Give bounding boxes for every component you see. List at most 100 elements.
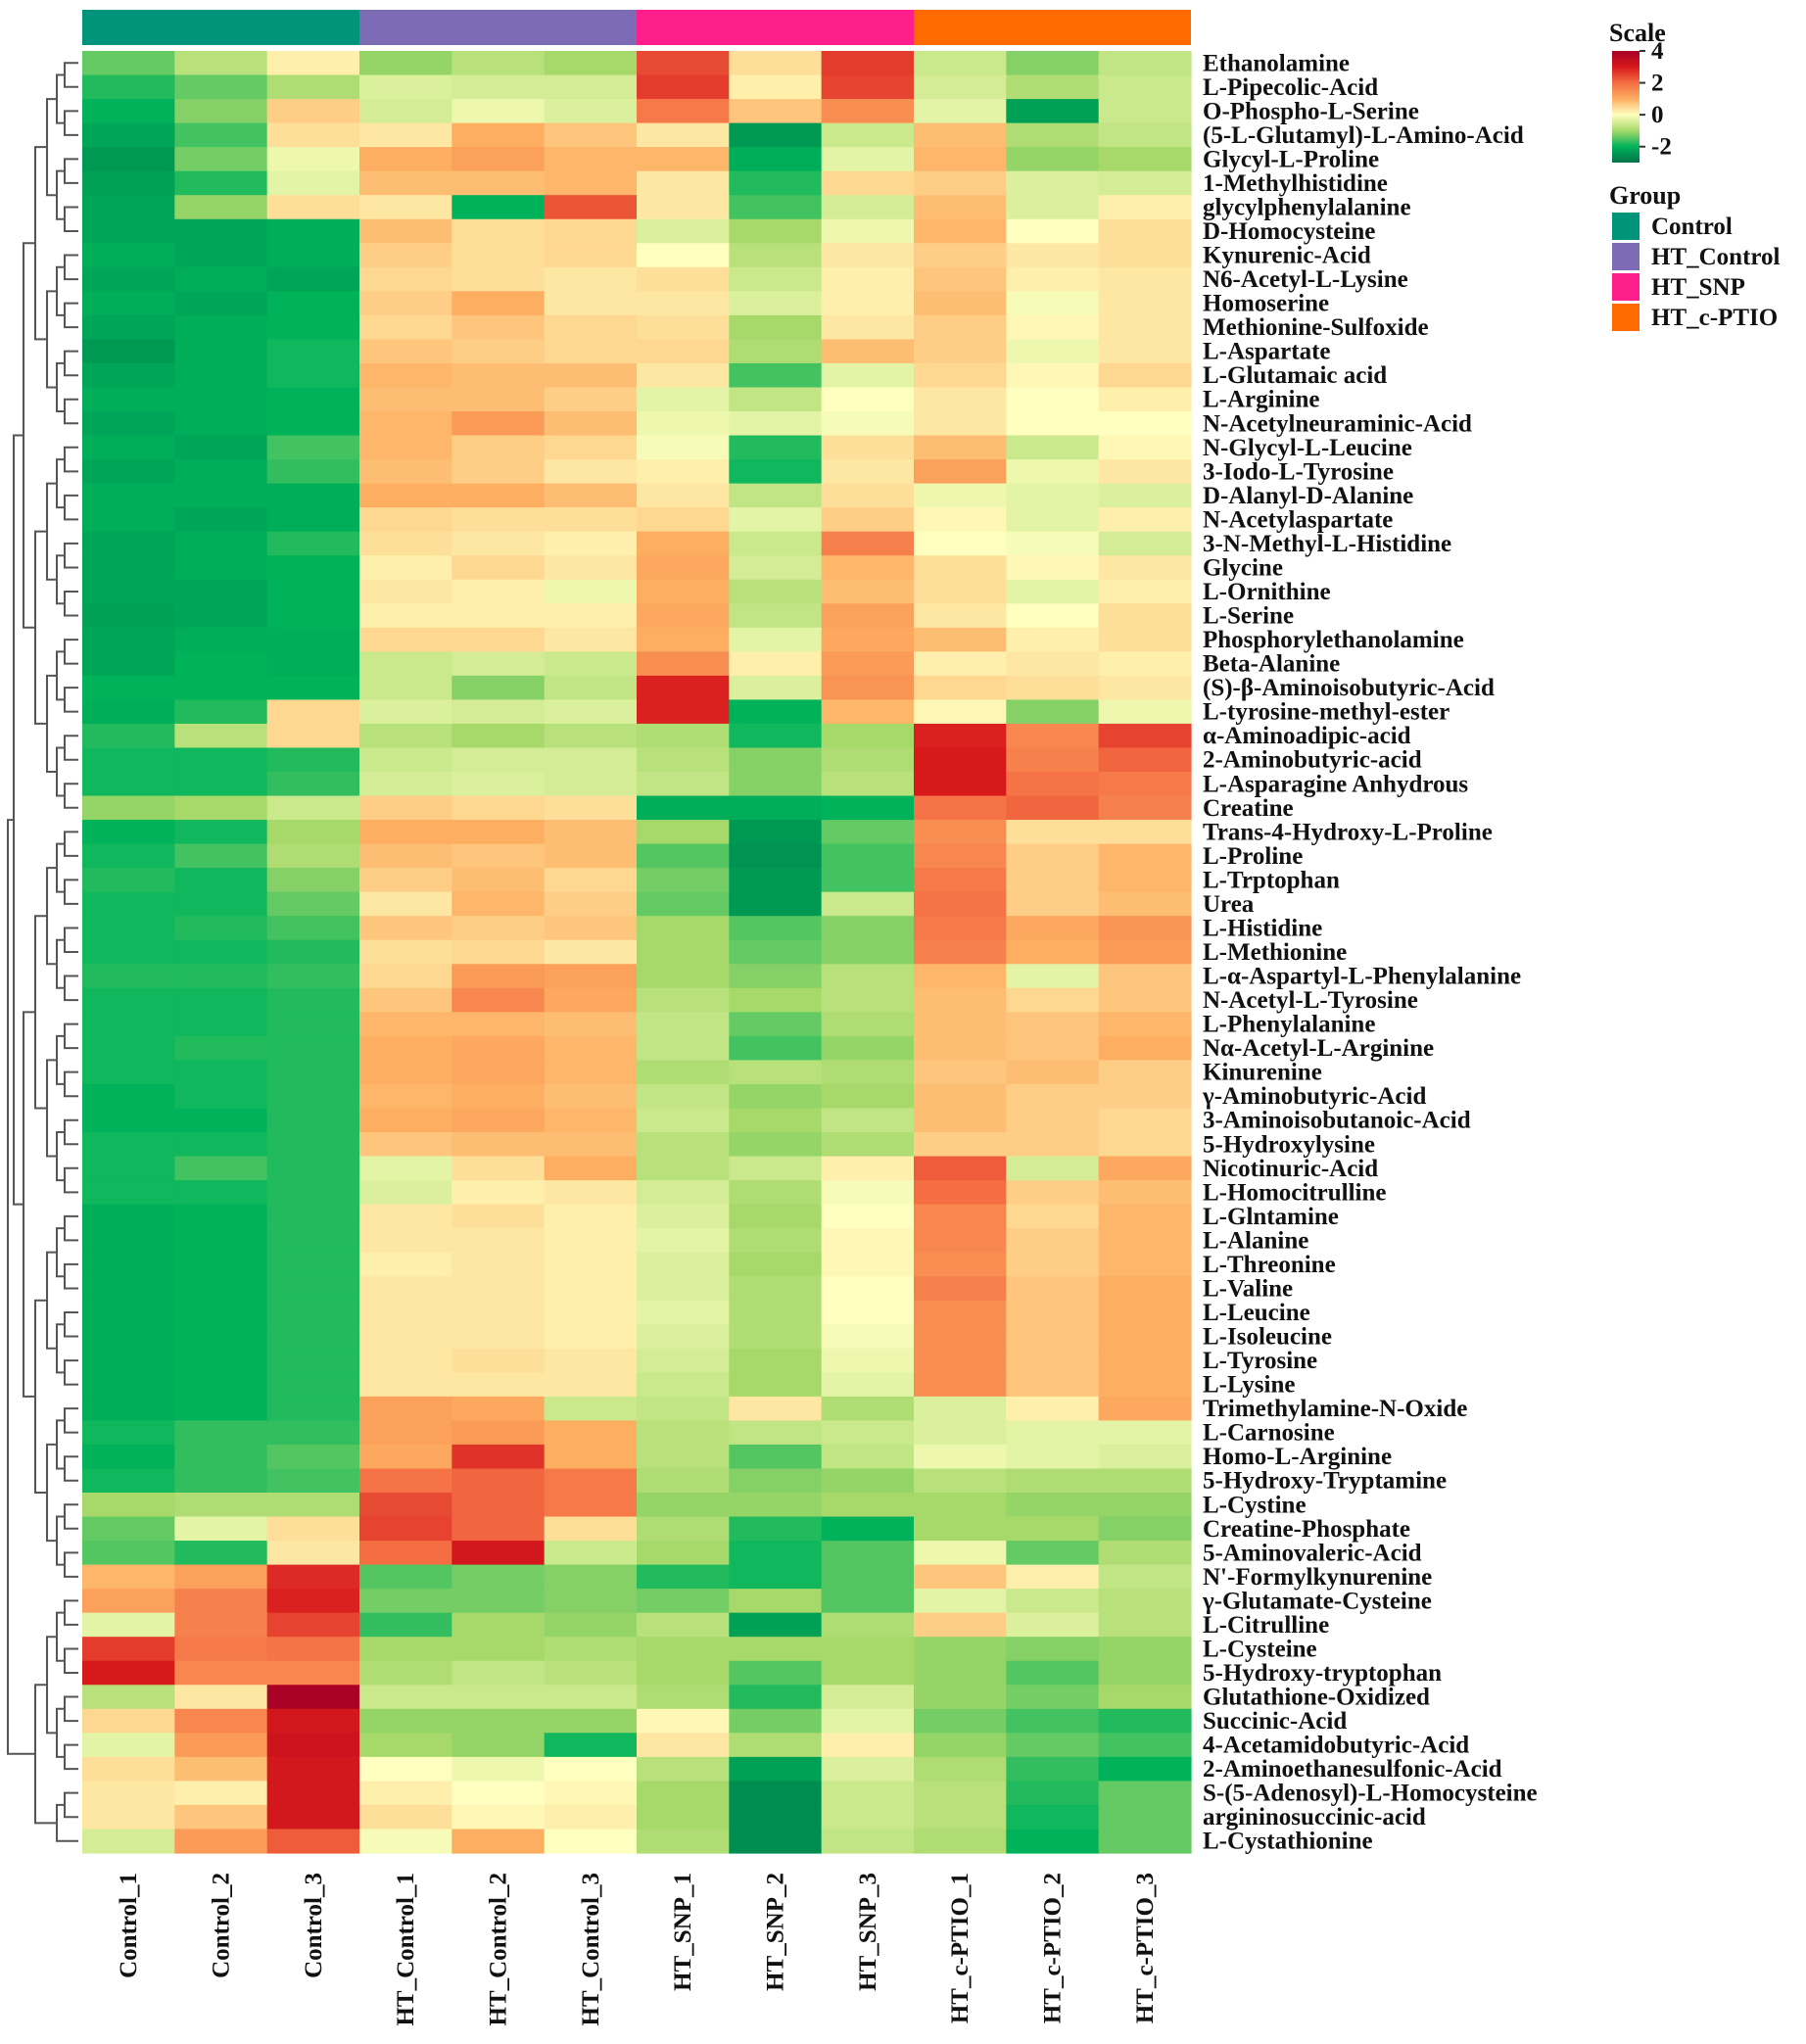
heatmap-cell bbox=[1006, 1204, 1100, 1229]
heatmap-cell bbox=[729, 1324, 823, 1350]
heatmap-cell bbox=[1006, 747, 1100, 773]
heatmap-cell bbox=[914, 1060, 1007, 1085]
heatmap-cell bbox=[1006, 1660, 1100, 1686]
heatmap-cell bbox=[821, 1060, 915, 1085]
heatmap-cell bbox=[914, 1083, 1007, 1110]
row-label: L-Phenylalanine bbox=[1203, 1012, 1375, 1038]
heatmap-cell bbox=[544, 795, 638, 821]
heatmap-cell bbox=[637, 1204, 730, 1229]
heatmap-cell bbox=[1006, 964, 1100, 989]
heatmap-cell bbox=[544, 916, 638, 941]
heatmap-cell bbox=[1006, 266, 1100, 292]
row-label: 3-N-Methyl-L-Histidine bbox=[1203, 531, 1451, 557]
heatmap-cell bbox=[452, 459, 546, 485]
heatmap-cell bbox=[821, 1733, 915, 1758]
heatmap-cell bbox=[359, 1781, 452, 1806]
heatmap-cell bbox=[82, 1541, 175, 1566]
heatmap-cell bbox=[821, 99, 915, 124]
dendrogram-branch bbox=[56, 1515, 65, 1566]
heatmap-cell bbox=[452, 1612, 546, 1638]
heatmap-cell bbox=[82, 1252, 175, 1277]
heatmap-cell bbox=[637, 1420, 730, 1446]
heatmap-cell bbox=[359, 939, 452, 965]
heatmap-cell bbox=[1006, 170, 1100, 196]
heatmap-cell bbox=[729, 291, 823, 316]
heatmap-cell bbox=[914, 122, 1007, 148]
dendrogram-branch bbox=[64, 62, 78, 88]
heatmap-cell bbox=[266, 362, 360, 389]
heatmap-cell bbox=[174, 1444, 268, 1470]
heatmap-cell bbox=[266, 195, 360, 220]
heatmap-cell bbox=[266, 314, 360, 340]
column-label: HT_Control_3 bbox=[578, 1873, 604, 2026]
heatmap-cell bbox=[1006, 314, 1100, 340]
heatmap-cell bbox=[1098, 147, 1192, 172]
heatmap-cell bbox=[174, 1252, 268, 1277]
heatmap-cell bbox=[729, 1637, 823, 1662]
heatmap-cell bbox=[174, 507, 268, 533]
dendrogram-branch bbox=[56, 650, 65, 701]
heatmap-cell bbox=[544, 1493, 638, 1518]
heatmap-cell bbox=[266, 1733, 360, 1758]
dendrogram-branch bbox=[64, 639, 78, 665]
row-label: Glycine bbox=[1203, 555, 1283, 582]
dendrogram-branch bbox=[46, 290, 57, 389]
heatmap-cell bbox=[174, 1541, 268, 1566]
heatmap-cell bbox=[359, 603, 452, 629]
heatmap-cell bbox=[82, 339, 175, 364]
heatmap-cell bbox=[544, 1756, 638, 1782]
heatmap-cell bbox=[914, 1493, 1007, 1518]
heatmap-cell bbox=[544, 362, 638, 389]
heatmap-cell bbox=[266, 387, 360, 412]
heatmap-cell bbox=[544, 531, 638, 556]
heatmap-cell bbox=[544, 1035, 638, 1061]
column-labels: Control_1 Control_2 Control_3 HT_Control_1 H… bbox=[116, 1873, 1159, 2026]
heatmap-cell bbox=[729, 1612, 823, 1638]
heatmap-cell bbox=[1098, 411, 1192, 437]
heatmap-cell bbox=[359, 74, 452, 100]
heatmap-cell bbox=[452, 1637, 546, 1662]
heatmap-cell bbox=[174, 266, 268, 292]
heatmap-cell bbox=[914, 1660, 1007, 1686]
heatmap-cell bbox=[174, 1589, 268, 1614]
heatmap-cell bbox=[821, 1372, 915, 1398]
row-label: L-Pipecolic-Acid bbox=[1203, 74, 1378, 101]
heatmap-cell bbox=[637, 651, 730, 677]
heatmap-cell bbox=[637, 1541, 730, 1566]
heatmap-cell bbox=[544, 99, 638, 124]
heatmap-cell bbox=[266, 723, 360, 749]
scale-tick-label: 0 bbox=[1651, 102, 1664, 128]
heatmap-cell bbox=[637, 291, 730, 316]
heatmap-cell bbox=[452, 1324, 546, 1350]
heatmap-cell bbox=[637, 1012, 730, 1037]
heatmap-cell bbox=[914, 1396, 1007, 1421]
heatmap-cell bbox=[637, 99, 730, 124]
heatmap-cell bbox=[266, 243, 360, 268]
heatmap-cell bbox=[359, 1204, 452, 1229]
heatmap-cell bbox=[452, 868, 546, 893]
heatmap-cell bbox=[637, 1564, 730, 1590]
heatmap-cell bbox=[359, 1685, 452, 1710]
dendrogram-branch bbox=[64, 1551, 78, 1578]
heatmap-cell bbox=[359, 1396, 452, 1421]
heatmap-cell bbox=[544, 1132, 638, 1158]
heatmap-cell bbox=[1006, 1685, 1100, 1710]
heatmap-cell bbox=[82, 531, 175, 556]
heatmap-cell bbox=[637, 1396, 730, 1421]
row-label: 3-Aminoisobutanoic-Acid bbox=[1203, 1108, 1471, 1134]
heatmap-cell bbox=[914, 1348, 1007, 1373]
heatmap-cell bbox=[729, 1035, 823, 1061]
heatmap-cell bbox=[82, 1204, 175, 1229]
heatmap-cell bbox=[452, 1060, 546, 1085]
heatmap-cell bbox=[729, 147, 823, 172]
heatmap-cell bbox=[82, 1180, 175, 1206]
dendrogram-branch bbox=[46, 482, 57, 581]
heatmap-cell bbox=[914, 843, 1007, 869]
heatmap-cell bbox=[729, 1756, 823, 1782]
scale-tick-label: -2 bbox=[1651, 134, 1672, 161]
heatmap-cell bbox=[637, 1589, 730, 1614]
heatmap-cell bbox=[821, 1708, 915, 1734]
dendrogram-branch bbox=[56, 458, 65, 509]
heatmap-cell bbox=[359, 1252, 452, 1277]
heatmap-cell bbox=[1098, 1060, 1192, 1085]
